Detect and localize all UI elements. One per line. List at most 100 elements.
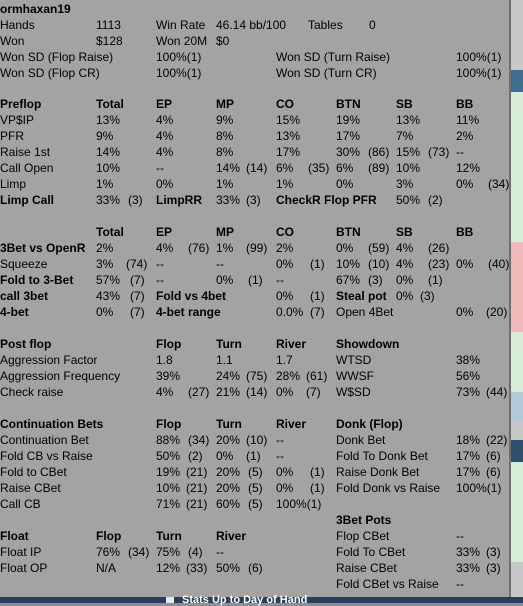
stat-count: (1) — [310, 257, 325, 271]
stat-count: (2) — [428, 193, 443, 207]
vpip-label: VP$IP — [0, 113, 35, 127]
stat-count: (26) — [428, 241, 450, 255]
wwsf-label: WWSF — [336, 369, 374, 383]
pfr-label: PFR — [0, 129, 24, 143]
fold-cb-vs-raise-label: Fold CB vs Raise — [0, 449, 93, 463]
stat-value: 15% — [276, 113, 301, 127]
stat-value: 4% — [156, 129, 174, 143]
tables-label: Tables — [308, 18, 343, 32]
stat-value: -- — [216, 257, 224, 271]
stat-value: 18% — [456, 433, 481, 447]
stat-count: (22) — [486, 433, 508, 447]
stat-value: 14% — [96, 145, 121, 159]
col-turn: Turn — [156, 529, 182, 543]
col-ep: EP — [156, 225, 173, 239]
stat-count: (3) — [246, 193, 261, 207]
stat-value: 71% — [156, 497, 181, 511]
float-op-label: Float OP — [0, 561, 48, 575]
donk-bet-label: Donk Bet — [336, 433, 386, 447]
stat-value: 13% — [276, 129, 301, 143]
stat-value: -- — [276, 273, 284, 287]
col-btn: BTN — [336, 225, 361, 239]
stat-value: 0% — [216, 449, 234, 463]
stat-value: 11% — [456, 113, 480, 127]
stat-value: 6% — [336, 161, 354, 175]
stat-value: 0% — [456, 177, 474, 191]
stat-value: 100%(1) — [456, 481, 502, 495]
col-mp: MP — [216, 97, 234, 111]
cbets-heading: Continuation Bets — [0, 417, 104, 431]
col-total: Total — [96, 97, 124, 111]
stat-count: (7) — [130, 273, 145, 287]
background-window — [511, 440, 523, 462]
stat-value: -- — [216, 545, 224, 559]
stat-value: 88% — [156, 433, 181, 447]
stat-value: 17% — [276, 145, 301, 159]
stat-value: 50% — [216, 561, 241, 575]
wsd-flop-cr-value: 100%(1) — [156, 66, 202, 80]
limp-call-label: Limp Call — [0, 193, 55, 207]
stat-count: (86) — [368, 145, 390, 159]
stat-value: 9% — [96, 129, 114, 143]
stat-count: (7) — [310, 305, 325, 319]
col-flop: Flop — [156, 417, 182, 431]
stat-value: 0% — [336, 241, 354, 255]
stat-count: (2) — [188, 449, 203, 463]
stat-value: 0% — [336, 177, 354, 191]
fold-donk-vs-raise-label: Fold Donk vs Raise — [336, 481, 441, 495]
checkraise-flop-pfr-label: CheckR Flop PFR — [276, 193, 377, 207]
won-label: Won — [0, 34, 25, 48]
stat-count: (74) — [126, 257, 148, 271]
stat-value: 33% — [456, 545, 481, 559]
background-window — [511, 392, 523, 422]
stat-count: (3) — [368, 273, 383, 287]
limp-rr-label: LimpRR — [156, 193, 202, 207]
stat-count: (61) — [306, 369, 328, 383]
stat-count: (3) — [420, 289, 435, 303]
stat-count: (3) — [486, 561, 501, 575]
threebet-vs-open-label: 3Bet vs OpenR — [0, 241, 86, 255]
stat-value: 4% — [156, 385, 174, 399]
col-sb: SB — [396, 225, 413, 239]
fourbet-range-label: 4-bet range — [156, 305, 221, 319]
col-river: River — [276, 337, 307, 351]
stat-value: 0% — [276, 481, 294, 495]
player-name: ormhaxan19 — [0, 2, 71, 16]
col-co: CO — [276, 225, 294, 239]
stat-value: 6% — [276, 161, 294, 175]
stat-count: (21) — [186, 465, 208, 479]
stat-value: 67% — [336, 273, 361, 287]
stat-value: 21% — [216, 385, 241, 399]
col-turn: Turn — [216, 337, 242, 351]
col-btn: BTN — [336, 97, 361, 111]
stat-count: (7) — [130, 289, 145, 303]
stat-value: 0.0% — [276, 305, 304, 319]
stat-value: 43% — [96, 289, 121, 303]
stat-value: 20% — [216, 433, 241, 447]
stat-count: (7) — [306, 385, 321, 399]
stat-count: (76) — [188, 241, 210, 255]
stat-value: -- — [156, 257, 164, 271]
stat-count: (59) — [368, 241, 390, 255]
wsd-turn-raise-value: 100%(1) — [456, 50, 502, 64]
stat-value: 8% — [216, 145, 234, 159]
col-showdown: Showdown — [336, 337, 400, 351]
won20m-value: $0 — [216, 34, 230, 48]
stat-count: (10) — [368, 257, 390, 271]
stat-value: -- — [276, 449, 284, 463]
fourbet-label: 4-bet — [0, 305, 29, 319]
stat-count: (3) — [128, 193, 143, 207]
stat-value: 2% — [456, 129, 474, 143]
stat-value: 12% — [156, 561, 181, 575]
stat-count: (34) — [188, 433, 210, 447]
stat-value: 10% — [156, 481, 181, 495]
col-bb: BB — [456, 225, 474, 239]
stat-value: 19% — [336, 113, 361, 127]
stat-value: 76% — [96, 545, 121, 559]
stat-value: 0% — [396, 273, 414, 287]
stats-up-to-day-checkbox[interactable] — [166, 597, 174, 603]
stat-value: 1% — [216, 241, 234, 255]
fold-to-donk-label: Fold To Donk Bet — [336, 449, 428, 463]
donk-flop-heading: Donk (Flop) — [336, 417, 403, 431]
fold-cbet-vs-raise-label: Fold CBet vs Raise — [336, 577, 439, 591]
